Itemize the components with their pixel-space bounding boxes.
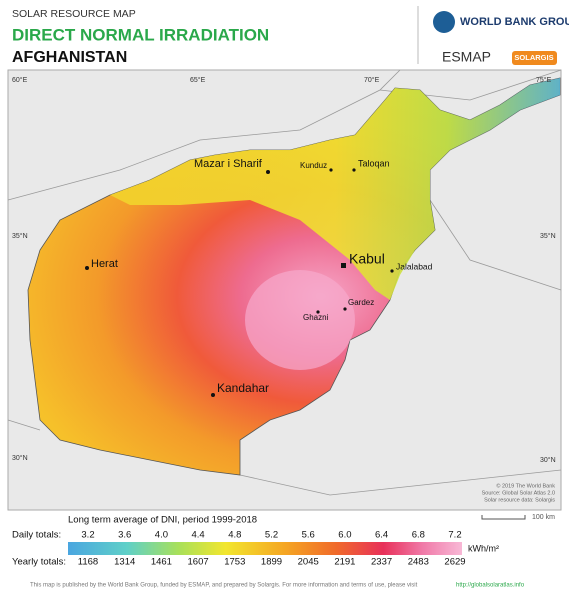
- legend-yearly-value: 1899: [261, 557, 282, 568]
- graticule-label: 70°E: [364, 76, 380, 84]
- legend-labels: 3.2 3.6 4.0 4.4 4.8 5.2 5.6 6.0 6.4 6.8 7.2 1168 131…: [78, 530, 466, 568]
- legend-yearly-value: 2191: [334, 557, 355, 568]
- wb-logo-icon: [433, 11, 455, 33]
- cities: Mazar i Sharif Kunduz Taloqan Herat Kabu…: [85, 158, 433, 397]
- graticule-label: 75°E: [536, 76, 552, 84]
- legend-daily-value: 3.2: [81, 530, 94, 541]
- footer-text: This map is published by the World Bank …: [30, 583, 418, 589]
- solargis-logo: SOLARGIS: [514, 53, 553, 62]
- graticule-label: 30°N: [540, 456, 556, 464]
- city-label: Kunduz: [300, 161, 327, 170]
- city-label: Kandahar: [217, 381, 269, 395]
- solargis-badge: [512, 51, 557, 65]
- legend-yearly-value: 2483: [408, 557, 429, 568]
- legend-yearly-label: Yearly totals:: [12, 557, 66, 568]
- legend-daily-value: 3.6: [118, 530, 131, 541]
- legend-yearly-value: 1753: [224, 557, 245, 568]
- legend-yearly-value: 1461: [151, 557, 172, 568]
- scale-label: 100 km: [532, 514, 555, 521]
- subtitle: SOLAR RESOURCE MAP: [12, 8, 136, 20]
- legend-daily-value: 4.0: [155, 530, 168, 541]
- legend-yearly-value: 1168: [78, 557, 98, 568]
- graticule-label: 35°N: [12, 232, 28, 240]
- legend-daily-label: Daily totals:: [12, 530, 61, 541]
- title: DIRECT NORMAL IRRADIATION: [12, 25, 269, 44]
- graticule-label: 65°E: [190, 76, 206, 84]
- wb-logo: WORLD BANK GROUP: [460, 16, 569, 28]
- city-label: Kabul: [349, 251, 385, 267]
- city-label: Ghazni: [303, 313, 329, 322]
- country: AFGHANISTAN: [12, 49, 127, 66]
- legend-colorbar: [68, 542, 462, 555]
- credit: Source: Global Solar Atlas 2.0: [482, 490, 555, 496]
- neighbor-borders: [7, 69, 562, 496]
- legend-daily-value: 6.8: [412, 530, 425, 541]
- esmap-logo: ESMAP: [442, 49, 491, 65]
- city-label: Herat: [91, 258, 118, 270]
- legend-yearly-value: 1607: [188, 557, 209, 568]
- graticule-label: 35°N: [540, 232, 556, 240]
- scale-bar: [481, 515, 526, 520]
- legend-daily-value: 6.4: [375, 530, 388, 541]
- legend-daily-value: 4.4: [191, 530, 204, 541]
- high-dni-area: [245, 270, 355, 370]
- legend-yearly-value: 2337: [371, 557, 392, 568]
- legend-daily-value: 5.2: [265, 530, 278, 541]
- legend-daily-value: 5.6: [302, 530, 315, 541]
- legend-yearly-value: 1314: [114, 557, 135, 568]
- city-label: Mazar i Sharif: [194, 158, 263, 170]
- city-label: Jalalabad: [396, 261, 433, 271]
- legend-title: Long term average of DNI, period 1999-20…: [68, 515, 257, 526]
- legend-yearly-value: 2629: [444, 557, 465, 568]
- graticule-label: 60°E: [12, 76, 28, 84]
- legend-daily-value: 4.8: [228, 530, 241, 541]
- north-region: [110, 78, 560, 300]
- legend-daily-value: 6.0: [338, 530, 351, 541]
- legend-yearly-value: 2045: [298, 557, 319, 568]
- legend-unit: kWh/m²: [468, 543, 499, 553]
- credit: Solar resource data: Solargis: [484, 497, 555, 503]
- city-label: Taloqan: [358, 158, 390, 168]
- legend-daily-value: 7.2: [448, 530, 461, 541]
- credit: © 2019 The World Bank: [496, 482, 555, 489]
- footer-link[interactable]: http://globalsolaratlas.info: [456, 583, 525, 589]
- graticule-label: 30°N: [12, 454, 28, 462]
- city-label: Gardez: [348, 298, 374, 307]
